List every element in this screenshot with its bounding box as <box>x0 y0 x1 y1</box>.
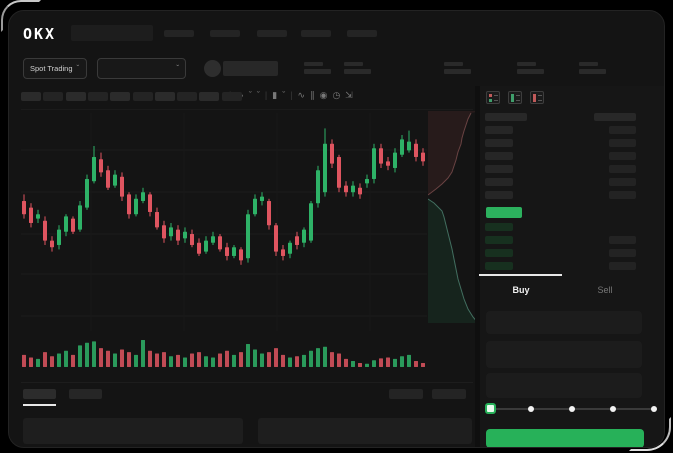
nav-item-skeleton[interactable] <box>164 30 194 37</box>
buy-submit-button[interactable] <box>486 429 644 447</box>
ask-price-skeleton <box>485 152 513 160</box>
tab-buy[interactable]: Buy <box>512 285 530 295</box>
bottom-action-skeleton[interactable] <box>432 389 466 399</box>
slider-tick-dot[interactable] <box>610 406 616 412</box>
stat-value-skeleton <box>517 69 544 74</box>
app-window: OKX Spot Trading ˇ ˇ |∿ˇˇ|▮ˇ|∿∥◉◷⇲ <box>8 10 665 448</box>
fullscreen-icon[interactable]: ⇲ <box>345 90 353 100</box>
toolbar-button-skeleton[interactable] <box>110 92 131 101</box>
chevron-down-icon: ˇ <box>76 63 80 73</box>
bid-price-skeleton <box>485 236 513 244</box>
chevron-down-icon[interactable]: ˇ <box>282 90 286 100</box>
bid-total-skeleton <box>609 236 636 244</box>
ask-price-skeleton <box>485 191 513 199</box>
stat-value-skeleton <box>304 69 331 74</box>
slider-tick-dot[interactable] <box>651 406 657 412</box>
candle-type-icon[interactable]: ▮ <box>272 90 278 100</box>
chevron-down-icon: ˇ <box>176 63 179 73</box>
ask-total-skeleton <box>609 152 636 160</box>
slider-tick-dot[interactable] <box>569 406 575 412</box>
market-type-label: Spot Trading <box>30 64 73 73</box>
asks-book-icon[interactable] <box>530 91 544 104</box>
active-tab-underline <box>23 404 56 406</box>
stat-value-skeleton <box>344 69 371 74</box>
bids-book-icon[interactable] <box>508 91 522 104</box>
bottom-panel-skeleton <box>258 418 472 444</box>
combined-book-icon[interactable] <box>486 91 500 104</box>
bid-total-skeleton <box>609 249 636 257</box>
stat-label-skeleton <box>344 62 363 66</box>
pair-name-skeleton <box>223 61 278 76</box>
toolbar-button-skeleton[interactable] <box>132 92 153 101</box>
pair-selector-dropdown[interactable]: ˇ <box>97 58 186 79</box>
buy-tab-indicator <box>479 274 562 276</box>
last-price-bar[interactable] <box>486 207 522 218</box>
bid-price-skeleton <box>485 223 513 231</box>
toolbar-button-skeleton[interactable] <box>221 92 242 101</box>
total-input-skeleton[interactable] <box>486 373 642 398</box>
bottom-tab-skeleton[interactable] <box>69 389 102 399</box>
stat-value-skeleton <box>444 69 471 74</box>
toolbar-button-skeleton[interactable] <box>65 92 86 101</box>
ask-total-skeleton <box>609 139 636 147</box>
ask-price-skeleton <box>485 126 513 134</box>
nav-item-skeleton[interactable] <box>347 30 377 37</box>
stat-label-skeleton <box>579 62 598 66</box>
tab-sell[interactable]: Sell <box>597 285 613 295</box>
ask-price-skeleton <box>485 139 513 147</box>
toolbar-button-skeleton[interactable] <box>154 92 175 101</box>
header-search-skeleton[interactable] <box>71 25 153 41</box>
ask-price-skeleton <box>485 165 513 173</box>
chevron-down-icon[interactable]: ˇ <box>256 90 260 100</box>
nav-item-skeleton[interactable] <box>210 30 240 37</box>
chevron-down-icon[interactable]: ˇ <box>248 90 252 100</box>
amount-input-skeleton[interactable] <box>486 341 642 368</box>
chart-toolbar-icons: |∿ˇˇ|▮ˇ|∿∥◉◷⇲ <box>229 90 353 101</box>
divider: | <box>264 90 268 100</box>
bid-price-skeleton <box>485 262 513 270</box>
stat-value-skeleton <box>579 69 606 74</box>
ask-total-skeleton <box>609 165 636 173</box>
bottom-panel-skeleton <box>23 418 243 444</box>
bid-total-skeleton <box>609 262 636 270</box>
okx-logo[interactable]: OKX <box>23 25 57 43</box>
coin-icon-skeleton <box>204 60 221 77</box>
ask-total-skeleton <box>609 126 636 134</box>
restore-clock-icon[interactable]: ◷ <box>332 90 341 100</box>
stat-label-skeleton <box>444 62 463 66</box>
nav-item-skeleton[interactable] <box>301 30 331 37</box>
ask-total-skeleton <box>609 191 636 199</box>
camera-icon[interactable]: ◉ <box>319 90 328 100</box>
toolbar-button-skeleton[interactable] <box>21 92 41 101</box>
depth-chart[interactable] <box>428 111 482 323</box>
compare-icon[interactable]: ∥ <box>310 90 315 100</box>
bottom-divider <box>21 382 473 383</box>
bottom-action-skeleton[interactable] <box>389 389 423 399</box>
toolbar-divider <box>21 109 473 110</box>
slider-handle[interactable] <box>485 403 496 414</box>
indicators-icon[interactable]: ∿ <box>297 90 306 100</box>
nav-item-skeleton[interactable] <box>257 30 287 37</box>
slider-tick-dot[interactable] <box>528 406 534 412</box>
toolbar-button-skeleton[interactable] <box>177 92 198 101</box>
divider: | <box>290 90 293 100</box>
candlestick-chart[interactable] <box>21 113 427 331</box>
orderbook-header-skeleton <box>594 113 636 121</box>
sidebar-divider <box>475 86 480 447</box>
orderbook-header-skeleton <box>485 113 527 121</box>
stat-label-skeleton <box>304 62 323 66</box>
market-type-dropdown[interactable]: Spot Trading ˇ <box>23 58 87 79</box>
toolbar-button-skeleton[interactable] <box>43 92 64 101</box>
ask-total-skeleton <box>609 178 636 186</box>
bottom-tab-skeleton-active[interactable] <box>23 389 56 399</box>
ask-price-skeleton <box>485 178 513 186</box>
price-input-skeleton[interactable] <box>486 311 642 334</box>
toolbar-button-skeleton[interactable] <box>87 92 108 101</box>
volume-chart[interactable] <box>21 338 427 369</box>
bid-price-skeleton <box>485 249 513 257</box>
stat-label-skeleton <box>517 62 536 66</box>
toolbar-button-skeleton[interactable] <box>199 92 220 101</box>
